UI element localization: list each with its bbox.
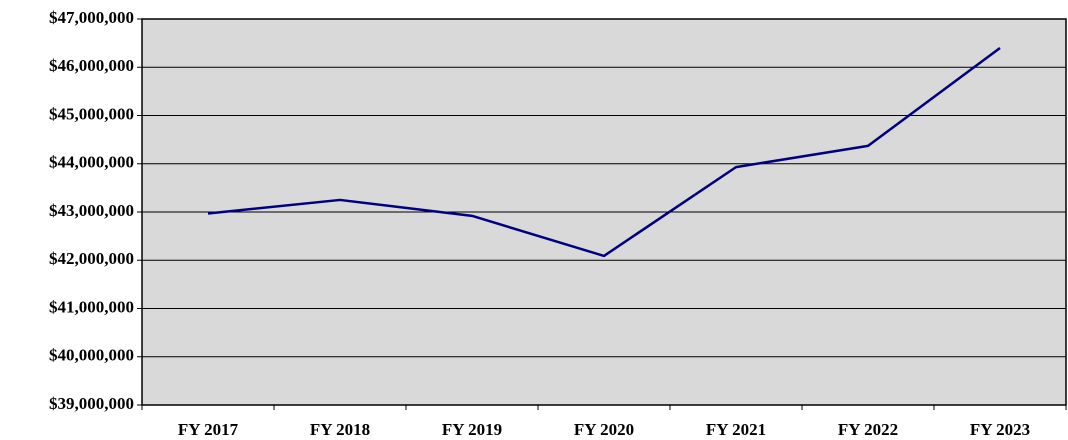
y-tick-label: $41,000,000 [49,297,134,316]
y-tick-label: $40,000,000 [49,346,134,365]
y-tick-label: $46,000,000 [49,56,134,75]
y-tick-label: $47,000,000 [49,8,134,27]
x-tick-label: FY 2023 [970,420,1030,439]
x-tick-label: FY 2022 [838,420,898,439]
x-tick-label: FY 2018 [310,420,370,439]
x-tick-label: FY 2017 [178,420,239,439]
data-line [207,46,1001,258]
y-tick-label: $42,000,000 [49,249,134,268]
x-tick-label: FY 2019 [442,420,502,439]
y-tick-label: $45,000,000 [49,104,134,123]
x-tick-label: FY 2020 [574,420,634,439]
x-tick-label: FY 2021 [706,420,766,439]
y-tick-label: $39,000,000 [49,394,134,413]
y-tick-label: $44,000,000 [49,153,134,172]
plot-border [141,18,1067,406]
y-tick-label: $43,000,000 [49,201,134,220]
